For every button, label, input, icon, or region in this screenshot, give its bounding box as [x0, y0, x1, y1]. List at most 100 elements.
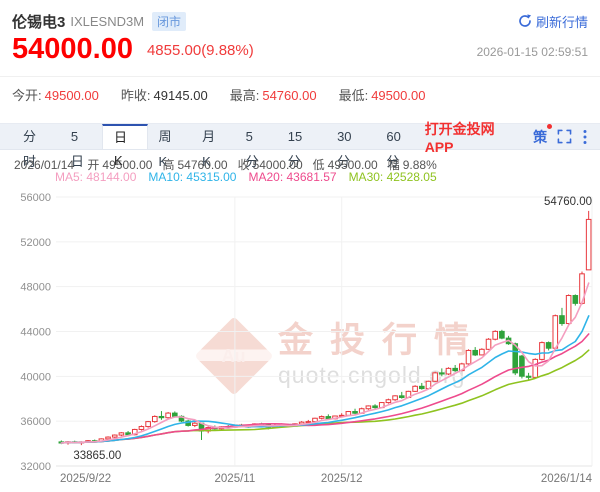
candle-body [385, 399, 392, 404]
price-change: 4855.00(9.88%) [146, 42, 254, 59]
quote-timestamp: 2026-01-15 02:59:51 [476, 45, 588, 59]
ma-value: MA5: 48144.00 [55, 170, 137, 184]
candle-body [572, 295, 579, 304]
price-annotation: 33865.00 [73, 450, 121, 462]
strategy-label: 策 [533, 128, 548, 145]
ma-values-bar: MA5: 48144.00 MA10: 45315.00 MA20: 43681.5… [0, 169, 600, 185]
tab-weekly-k[interactable]: 周K [158, 129, 172, 169]
candle-body [499, 330, 505, 339]
stat-label: 今开: [12, 88, 42, 103]
stat-value: 54760.00 [262, 88, 317, 103]
candle-body [445, 367, 452, 375]
candle-body [145, 421, 151, 428]
ma10-line [60, 315, 590, 444]
market-status-badge: 闭市 [152, 11, 187, 31]
candle-body [472, 349, 478, 356]
candle-body [525, 375, 532, 378]
ma-value: MA30: 42528.05 [348, 170, 437, 184]
fullscreen-icon[interactable] [557, 129, 572, 144]
candle-body [352, 411, 358, 414]
stat-item: 昨收: 49145.00 [121, 85, 208, 103]
x-axis-label: 2025/9/22 [60, 473, 111, 485]
stat-label: 最高: [229, 88, 260, 103]
chart-period-tabbar: 分时 5日 日K 周K 月K 5分 15分 30分 60分 打开金投网APP 策 [0, 121, 600, 169]
stat-value: 49145.00 [153, 88, 208, 103]
open-app-link[interactable]: 打开金投网APP [424, 120, 495, 155]
candlestick-chart[interactable]: Au 金投行情 quote.cngold.org 56000 52000 48000… [0, 185, 600, 492]
candle-body [172, 412, 178, 417]
price-annotation: 54760.00 [544, 196, 592, 208]
candle-body [452, 367, 458, 372]
refresh-quotes-button[interactable]: 刷新行情 [518, 12, 588, 31]
candle-date: 2026/01/14 [14, 158, 75, 172]
candle-body [539, 342, 545, 360]
tab-5min[interactable]: 5分 [245, 129, 259, 169]
chart-canvas[interactable]: 56000 52000 48000 44000 40000 36000 32000 2025/… [0, 185, 600, 492]
stat-item: 最低: 49500.00 [339, 85, 426, 103]
ohlc-field: 幅 9.88% [388, 158, 437, 172]
candle-body [192, 422, 198, 426]
candle-body [512, 343, 519, 374]
candle-body [372, 405, 378, 409]
strategy-button[interactable]: 策 [533, 123, 553, 147]
tab-5day[interactable]: 5日 [70, 129, 84, 169]
tab-monthly-k[interactable]: 月K [202, 129, 216, 169]
y-axis-label: 44000 [20, 327, 51, 339]
candle-body [318, 416, 325, 419]
last-price: 54000.00 [12, 33, 133, 65]
x-axis-label: 2025/12 [321, 473, 363, 485]
ohlc-field-value: 9.88% [402, 158, 437, 172]
ma-value: MA20: 43681.57 [248, 170, 337, 184]
candle-body [479, 348, 485, 356]
notification-dot [547, 123, 553, 129]
ohlc-field-label: 开 [87, 158, 100, 172]
candle-body [418, 385, 425, 390]
candle-body [105, 436, 111, 440]
y-axis-label: 32000 [20, 461, 51, 473]
stat-label: 昨收: [120, 88, 151, 103]
y-axis-label: 40000 [20, 371, 51, 383]
candle-body [465, 349, 472, 365]
candle-body [131, 428, 138, 436]
period-tabs: 分时 5日 日K 周K 月K 5分 15分 30分 60分 [12, 124, 425, 169]
candle-body [545, 342, 552, 349]
candle-body [412, 385, 418, 392]
candle-body [138, 426, 145, 430]
tabbar-actions: 打开金投网APP 策 [425, 121, 600, 155]
quote-header: 伦锡电3 IXLESND3M 闭市 刷新行情 [0, 0, 600, 32]
stat-label: 最低: [338, 88, 369, 103]
ohlc-field-value: 49500.00 [102, 158, 153, 172]
refresh-label: 刷新行情 [535, 14, 588, 30]
ma-value: MA10: 45315.00 [148, 170, 237, 184]
ohlc-field-value: 49500.00 [327, 158, 378, 172]
x-axis-label: 2026/1/14 [541, 473, 593, 485]
tab-30min[interactable]: 30分 [337, 129, 352, 169]
ohlc-field: 高 54760.00 [162, 158, 227, 172]
candle-body [365, 405, 372, 410]
y-axis-label: 36000 [20, 416, 51, 428]
candle-body [492, 330, 499, 340]
ohlc-field: 收 54000.00 [238, 158, 303, 172]
candle-body [485, 338, 492, 350]
candle-body [559, 315, 565, 325]
tab-15min[interactable]: 15分 [287, 129, 303, 169]
candle-body [439, 372, 445, 375]
x-axis-label: 2025/11 [215, 473, 256, 485]
tab-timeline[interactable]: 分时 [23, 129, 37, 169]
more-menu-icon[interactable] [582, 129, 588, 145]
instrument-symbol: IXLESND3M [70, 13, 145, 29]
ma20-line [60, 333, 590, 444]
y-axis-label: 52000 [20, 237, 51, 249]
y-axis-label: 48000 [20, 282, 51, 294]
ohlc-field: 低 49500.00 [313, 158, 378, 172]
tab-60min[interactable]: 60分 [386, 129, 401, 169]
candle-body [532, 358, 539, 378]
ohlc-info-bar: 2026/01/14 开 49500.00 高 54760.00 收 54000.00 低 4… [0, 150, 600, 172]
candle-body [118, 432, 125, 436]
candle-body [125, 432, 131, 436]
stat-value: 49500.00 [44, 88, 99, 103]
tab-daily-k[interactable]: 日K [102, 124, 148, 168]
ohlc-field-value: 54760.00 [177, 158, 228, 172]
candle-body [158, 415, 165, 419]
